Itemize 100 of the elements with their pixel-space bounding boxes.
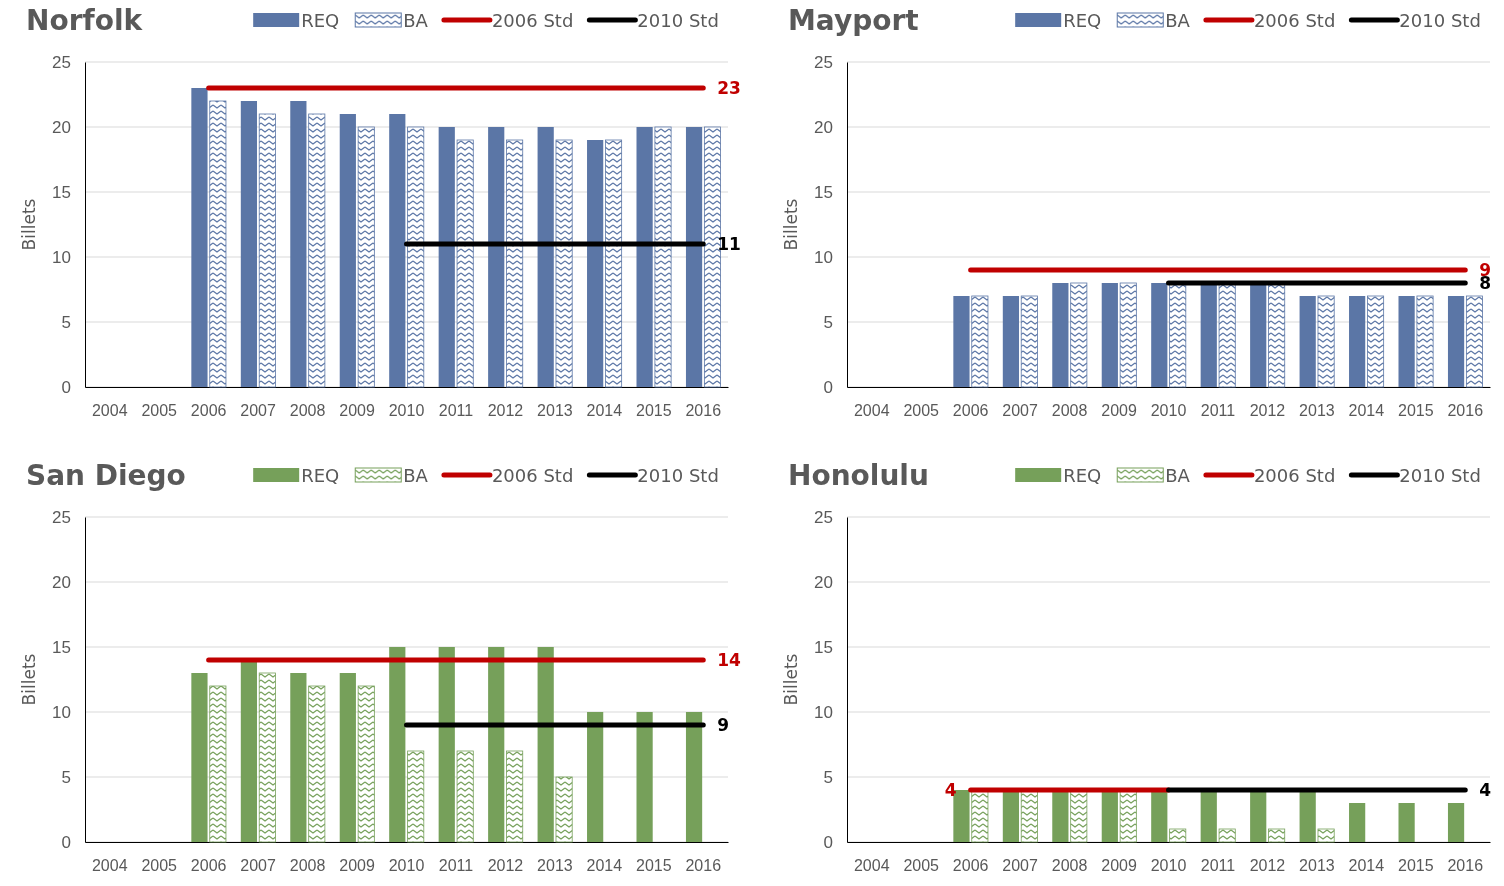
x-tick-label: 2007	[1002, 857, 1039, 875]
x-tick-label: 2015	[1398, 402, 1434, 420]
x-tick-label: 2012	[1249, 402, 1286, 420]
y-tick-label: 5	[823, 312, 833, 332]
x-tick-label: 2008	[289, 402, 326, 420]
bar	[685, 127, 703, 387]
x-tick-label: 2012	[487, 402, 524, 420]
bar	[488, 647, 505, 842]
bar	[290, 101, 307, 387]
x-tick-label: 2013	[537, 402, 573, 420]
y-axis-title: Billets	[19, 653, 39, 706]
x-tick-label: 2011	[1200, 857, 1236, 875]
legend-label: 2010 Std	[1399, 10, 1481, 31]
bar	[240, 101, 258, 387]
legend-label: 2010 Std	[637, 10, 719, 31]
x-tick-label: 2014	[586, 857, 623, 875]
legend-label: 2006 Std	[1253, 465, 1336, 486]
y-tick-label: 25	[52, 507, 71, 527]
bar	[703, 126, 721, 388]
x-tick-label: 2013	[537, 857, 573, 875]
legend-label: BA	[1165, 465, 1191, 486]
legend-label: 2010 Std	[1399, 465, 1481, 486]
y-tick-label: 0	[61, 377, 71, 397]
x-tick-label: 2010	[388, 857, 425, 875]
y-tick-label: 10	[52, 702, 71, 722]
y-tick-label: 20	[52, 117, 71, 137]
y-tick-label: 15	[814, 637, 833, 657]
y-tick-label: 20	[814, 572, 833, 592]
x-tick-label: 2015	[1398, 857, 1434, 875]
y-tick-label: 10	[814, 702, 833, 722]
y-tick-label: 15	[814, 182, 833, 202]
x-tick-label: 2016	[685, 402, 722, 420]
bar	[308, 113, 326, 388]
chart-title: Norfolk	[26, 4, 144, 37]
y-axis-title: Billets	[19, 198, 39, 251]
x-tick-label: 2005	[903, 857, 940, 875]
x-tick-label: 2011	[438, 402, 474, 420]
x-tick-label: 2014	[586, 402, 623, 420]
x-tick-label: 2006	[952, 857, 989, 875]
legend-label: 2006 Std	[491, 10, 574, 31]
x-tick-label: 2016	[1447, 402, 1484, 420]
x-tick-label: 2012	[487, 857, 524, 875]
x-tick-label: 2016	[685, 857, 722, 875]
bar	[290, 673, 307, 842]
x-tick-label: 2015	[636, 857, 672, 875]
legend-label: 2010 Std	[637, 465, 719, 486]
x-tick-label: 2005	[141, 402, 178, 420]
bar	[506, 139, 524, 388]
x-tick-label: 2016	[1447, 857, 1484, 875]
bar	[1268, 828, 1286, 843]
data-label: 4	[944, 780, 957, 800]
legend-label: REQ	[1063, 10, 1102, 31]
x-tick-label: 2013	[1299, 402, 1335, 420]
x-tick-label: 2011	[1200, 402, 1236, 420]
bar	[407, 126, 425, 388]
bar	[488, 127, 505, 387]
x-tick-label: 2014	[1348, 857, 1385, 875]
y-tick-label: 20	[814, 117, 833, 137]
y-tick-label: 0	[823, 832, 833, 852]
y-axis-title: Billets	[781, 198, 801, 251]
y-tick-label: 5	[823, 767, 833, 787]
data-label: 23	[717, 78, 741, 98]
x-tick-label: 2010	[1150, 857, 1187, 875]
bar	[258, 672, 276, 843]
x-tick-label: 2010	[1150, 402, 1187, 420]
bar	[1151, 790, 1168, 842]
y-tick-label: 5	[61, 312, 71, 332]
bar	[685, 712, 703, 842]
x-tick-label: 2009	[1101, 857, 1137, 875]
x-tick-label: 2014	[1348, 402, 1385, 420]
x-tick-label: 2012	[1249, 857, 1286, 875]
x-tick-label: 2009	[339, 857, 375, 875]
y-tick-label: 15	[52, 637, 71, 657]
legend-label: BA	[403, 465, 429, 486]
x-tick-label: 2007	[240, 402, 277, 420]
y-axis-title: Billets	[781, 653, 801, 706]
data-label: 14	[717, 650, 742, 670]
legend-label: REQ	[1063, 465, 1102, 486]
bar	[506, 750, 524, 843]
bar	[1169, 828, 1187, 843]
x-tick-label: 2004	[91, 402, 128, 420]
y-tick-label: 10	[52, 247, 71, 267]
x-tick-label: 2015	[636, 402, 672, 420]
bar	[240, 660, 258, 842]
bar	[1398, 803, 1415, 842]
bar	[587, 712, 604, 842]
x-tick-label: 2004	[853, 402, 890, 420]
x-tick-label: 2004	[91, 857, 128, 875]
y-tick-label: 25	[52, 52, 71, 72]
x-tick-label: 2005	[141, 857, 178, 875]
x-tick-label: 2006	[190, 857, 227, 875]
legend-label: REQ	[301, 465, 340, 486]
legend-label: BA	[403, 10, 429, 31]
y-tick-label: 20	[52, 572, 71, 592]
chart-title: San Diego	[26, 459, 186, 492]
bar	[605, 139, 623, 388]
y-tick-label: 15	[52, 182, 71, 202]
bar	[1250, 790, 1267, 842]
y-tick-label: 10	[814, 247, 833, 267]
legend-label: BA	[1165, 10, 1191, 31]
